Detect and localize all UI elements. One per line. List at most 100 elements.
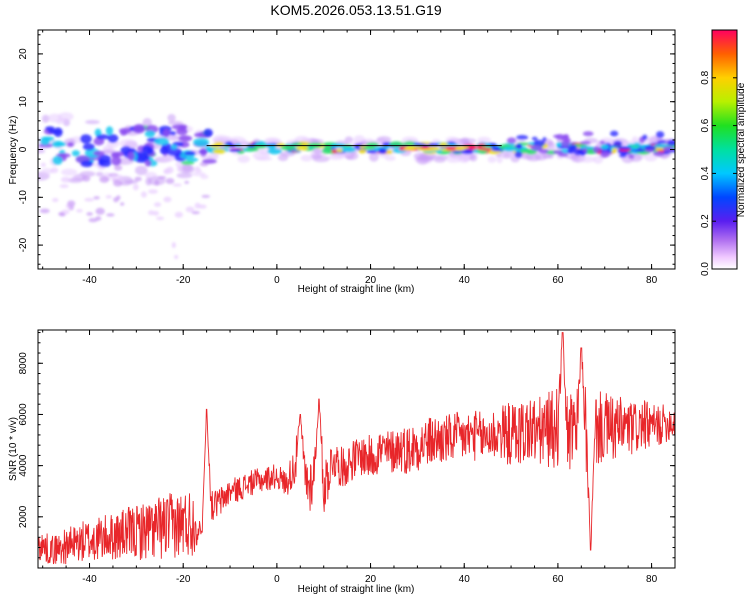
spectrogram-cell	[207, 153, 219, 161]
spectrogram-cell	[578, 156, 596, 163]
spectrogram-cell	[191, 210, 200, 215]
spectrogram-cell	[162, 128, 170, 138]
snr-xtick-label: 80	[646, 574, 658, 585]
spectrogram-cell	[84, 119, 100, 125]
spectrogram-cell	[152, 210, 159, 216]
spectrogram-cell	[632, 149, 647, 152]
spectrogram-cell	[341, 146, 356, 153]
colorbar-tick-label: 0.2	[700, 214, 711, 228]
spectrogram-cell	[184, 180, 190, 184]
spectrogram-cell	[99, 175, 110, 183]
spectrogram-cell	[67, 200, 76, 207]
spectrogram-cell	[119, 139, 137, 148]
spectrogram-cell	[421, 148, 435, 152]
spectrogram-cell	[384, 155, 396, 161]
spectrogram-cell	[181, 160, 195, 166]
spectrogram-cell	[610, 130, 619, 137]
spectrogram-cell	[203, 128, 213, 138]
spectrogram-cell	[110, 153, 121, 158]
spectrogram-cell	[170, 144, 178, 150]
spectrogram-cell	[267, 148, 282, 155]
spectrogram-cell	[617, 146, 632, 150]
spectrogram-xtick-label: -20	[176, 275, 191, 286]
spectrogram-cell	[163, 169, 168, 174]
spectrogram-cell	[533, 139, 546, 147]
spectrogram-cell	[88, 217, 98, 223]
spectrogram-cell	[199, 148, 208, 156]
spectrogram-cell	[174, 211, 183, 218]
spectrogram-cell	[487, 156, 497, 163]
spectrogram-cell	[193, 137, 209, 147]
spectrogram-cell	[154, 137, 170, 146]
spectrogram-cell	[169, 131, 177, 136]
spectrogram-cell	[55, 141, 67, 147]
spectrogram-cell	[432, 138, 441, 144]
spectrogram-xtick-label: 80	[646, 275, 658, 286]
spectrogram-cell	[445, 147, 457, 150]
spectrogram-cell	[59, 184, 69, 189]
spectrogram-cell	[52, 155, 63, 165]
spectrogram-cell	[266, 143, 277, 150]
spectrogram-cell	[82, 143, 95, 151]
snr-xtick-label: -20	[176, 574, 191, 585]
snr-xtick-label: 0	[274, 574, 280, 585]
spectrogram-cell	[313, 148, 323, 155]
spectrogram-cell	[428, 146, 439, 149]
spectrogram-xtick-label: 60	[552, 275, 564, 286]
spectrogram-cell	[542, 137, 547, 142]
spectrogram-cell	[501, 154, 512, 159]
spectrogram-cell	[477, 136, 491, 144]
spectrogram-cell	[291, 142, 303, 146]
spectrogram-xtick-label: 20	[365, 275, 377, 286]
snr-ytick-label: 4000	[18, 454, 29, 477]
spectrogram-cell	[503, 146, 517, 152]
spectrogram-cell	[116, 174, 124, 182]
spectrogram-cell	[167, 120, 184, 126]
snr-ytick-label: 6000	[18, 403, 29, 426]
spectrogram-cell	[96, 134, 110, 140]
spectrogram-cell	[163, 196, 172, 203]
spectrogram-cell	[105, 126, 114, 135]
spectrogram-cell	[432, 154, 449, 160]
spectrogram-cell	[613, 140, 623, 147]
spectrogram-cell	[111, 174, 117, 182]
spectrogram-cell	[86, 212, 93, 216]
spectrogram-cell	[417, 155, 435, 162]
spectrogram-ytick-label: 0	[18, 146, 29, 152]
spectrogram-cell	[295, 145, 309, 151]
spectrogram-cell	[40, 162, 46, 167]
spectrogram-cell	[412, 142, 426, 146]
spectrogram-cell	[445, 153, 463, 163]
spectrogram-cell	[60, 176, 71, 183]
snr-frame	[37, 329, 676, 569]
spectrogram-cell	[212, 148, 226, 155]
spectrogram-cell	[300, 154, 313, 162]
spectrogram-cell	[178, 135, 193, 142]
spectrogram-cell	[311, 153, 323, 159]
spectrogram-cell	[514, 151, 523, 158]
spectrogram-cell	[95, 171, 104, 177]
spectrogram-cell	[582, 131, 594, 137]
spectrogram-cell	[579, 145, 594, 150]
spectrogram-cell	[468, 146, 482, 149]
spectrogram-cell	[167, 113, 176, 122]
spectrogram-cell	[600, 144, 609, 150]
spectrogram-cell	[120, 202, 125, 206]
spectrogram-cell	[547, 153, 555, 159]
spectrogram-cell	[148, 210, 155, 216]
spectrogram-cell	[368, 152, 379, 162]
spectrogram-cell	[662, 146, 675, 153]
spectrogram-cell	[460, 149, 474, 155]
spectrogram-cell	[516, 134, 529, 140]
spectrogram-cell	[38, 143, 53, 148]
spectrogram-cell	[200, 174, 209, 180]
spectrogram-cell	[176, 172, 193, 179]
spectrogram-cell	[324, 143, 333, 149]
spectrogram-cell	[154, 179, 160, 186]
snr-ytick-label: 2000	[18, 505, 29, 528]
spectrogram-cell	[378, 147, 388, 154]
spectrogram-cell	[488, 150, 498, 155]
spectrogram-cell	[67, 142, 74, 148]
spectrogram-cell	[652, 151, 665, 157]
spectrogram-cell	[667, 139, 675, 146]
